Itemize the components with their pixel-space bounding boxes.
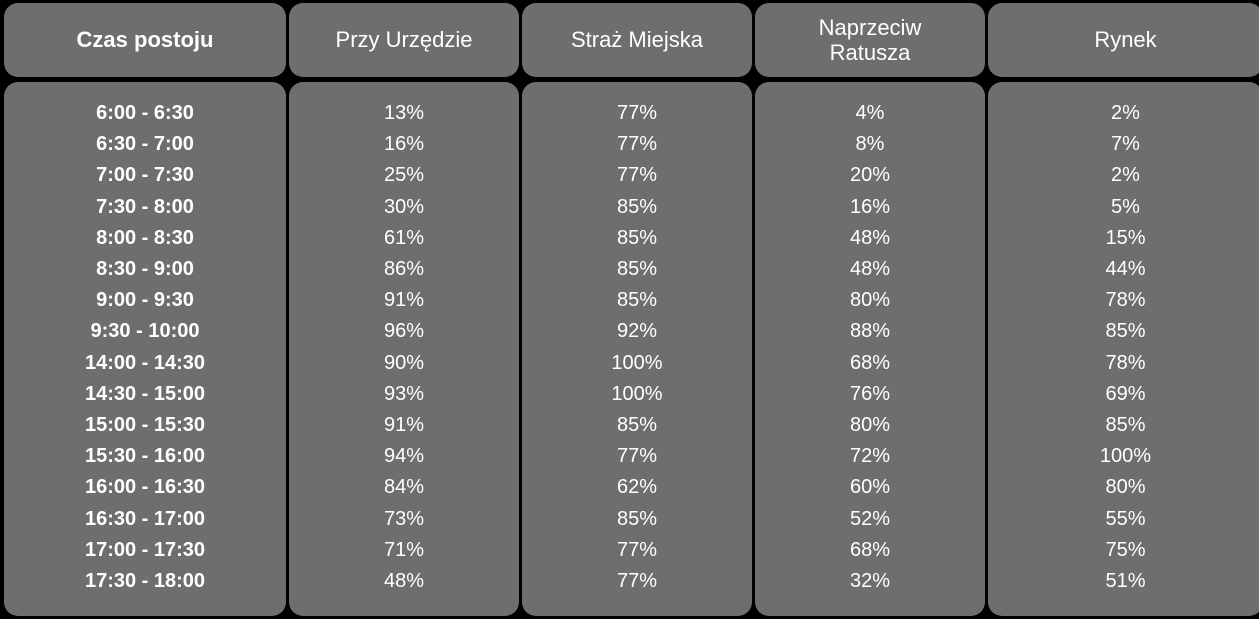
column-body-loc-0: 13%16%25%30%61%86%91%96%90%93%91%94%84%7…: [289, 82, 519, 616]
column-header-time: Czas postoju: [4, 3, 286, 77]
value-cell: 48%: [755, 223, 985, 254]
value-cell: 51%: [988, 566, 1259, 597]
time-slot-cell: 16:30 - 17:00: [4, 504, 286, 535]
time-slot-cell: 9:00 - 9:30: [4, 285, 286, 316]
time-slot-cell: 15:00 - 15:30: [4, 410, 286, 441]
value-cell: 16%: [755, 192, 985, 223]
value-cell: 2%: [988, 160, 1259, 191]
value-cell: 85%: [522, 192, 752, 223]
value-cell: 72%: [755, 441, 985, 472]
value-cell: 85%: [988, 316, 1259, 347]
time-slot-cell: 9:30 - 10:00: [4, 316, 286, 347]
value-cell: 80%: [988, 472, 1259, 503]
value-cell: 91%: [289, 410, 519, 441]
value-cell: 85%: [522, 254, 752, 285]
time-slot-cell: 17:30 - 18:00: [4, 566, 286, 597]
value-cell: 96%: [289, 316, 519, 347]
value-cell: 48%: [289, 566, 519, 597]
parking-occupancy-table: Czas postoju Przy Urzędzie Straż Miejska…: [4, 3, 1255, 616]
time-slot-cell: 14:00 - 14:30: [4, 348, 286, 379]
value-cell: 85%: [988, 410, 1259, 441]
value-cell: 85%: [522, 285, 752, 316]
value-cell: 77%: [522, 129, 752, 160]
value-cell: 44%: [988, 254, 1259, 285]
value-cell: 100%: [522, 348, 752, 379]
value-cell: 20%: [755, 160, 985, 191]
value-cell: 86%: [289, 254, 519, 285]
value-cell: 77%: [522, 160, 752, 191]
value-cell: 62%: [522, 472, 752, 503]
value-cell: 8%: [755, 129, 985, 160]
value-cell: 100%: [522, 379, 752, 410]
time-slot-cell: 17:00 - 17:30: [4, 535, 286, 566]
value-cell: 78%: [988, 348, 1259, 379]
value-cell: 94%: [289, 441, 519, 472]
value-cell: 84%: [289, 472, 519, 503]
column-header-loc-3: Rynek: [988, 3, 1259, 77]
value-cell: 76%: [755, 379, 985, 410]
value-cell: 85%: [522, 504, 752, 535]
value-cell: 69%: [988, 379, 1259, 410]
time-slot-cell: 15:30 - 16:00: [4, 441, 286, 472]
value-cell: 75%: [988, 535, 1259, 566]
time-slot-cell: 14:30 - 15:00: [4, 379, 286, 410]
value-cell: 7%: [988, 129, 1259, 160]
value-cell: 85%: [522, 410, 752, 441]
time-slot-cell: 6:00 - 6:30: [4, 98, 286, 129]
value-cell: 32%: [755, 566, 985, 597]
value-cell: 52%: [755, 504, 985, 535]
value-cell: 61%: [289, 223, 519, 254]
value-cell: 68%: [755, 348, 985, 379]
value-cell: 48%: [755, 254, 985, 285]
column-header-loc-2: NaprzeciwRatusza: [755, 3, 985, 77]
value-cell: 100%: [988, 441, 1259, 472]
value-cell: 85%: [522, 223, 752, 254]
value-cell: 71%: [289, 535, 519, 566]
column-body-loc-2: 4%8%20%16%48%48%80%88%68%76%80%72%60%52%…: [755, 82, 985, 616]
value-cell: 30%: [289, 192, 519, 223]
value-cell: 13%: [289, 98, 519, 129]
value-cell: 90%: [289, 348, 519, 379]
value-cell: 60%: [755, 472, 985, 503]
value-cell: 78%: [988, 285, 1259, 316]
value-cell: 80%: [755, 410, 985, 441]
value-cell: 88%: [755, 316, 985, 347]
column-body-loc-3: 2%7%2%5%15%44%78%85%78%69%85%100%80%55%7…: [988, 82, 1259, 616]
time-slot-cell: 16:00 - 16:30: [4, 472, 286, 503]
time-slot-cell: 7:00 - 7:30: [4, 160, 286, 191]
value-cell: 77%: [522, 535, 752, 566]
value-cell: 77%: [522, 98, 752, 129]
time-slot-cell: 8:30 - 9:00: [4, 254, 286, 285]
column-header-loc-0: Przy Urzędzie: [289, 3, 519, 77]
value-cell: 15%: [988, 223, 1259, 254]
value-cell: 5%: [988, 192, 1259, 223]
value-cell: 55%: [988, 504, 1259, 535]
value-cell: 25%: [289, 160, 519, 191]
value-cell: 91%: [289, 285, 519, 316]
value-cell: 16%: [289, 129, 519, 160]
value-cell: 92%: [522, 316, 752, 347]
column-body-loc-1: 77%77%77%85%85%85%85%92%100%100%85%77%62…: [522, 82, 752, 616]
time-slot-cell: 8:00 - 8:30: [4, 223, 286, 254]
value-cell: 4%: [755, 98, 985, 129]
time-slot-cell: 6:30 - 7:00: [4, 129, 286, 160]
value-cell: 73%: [289, 504, 519, 535]
time-slot-cell: 7:30 - 8:00: [4, 192, 286, 223]
value-cell: 2%: [988, 98, 1259, 129]
value-cell: 93%: [289, 379, 519, 410]
value-cell: 77%: [522, 566, 752, 597]
column-body-time: 6:00 - 6:306:30 - 7:007:00 - 7:307:30 - …: [4, 82, 286, 616]
value-cell: 77%: [522, 441, 752, 472]
column-header-loc-1: Straż Miejska: [522, 3, 752, 77]
value-cell: 68%: [755, 535, 985, 566]
value-cell: 80%: [755, 285, 985, 316]
